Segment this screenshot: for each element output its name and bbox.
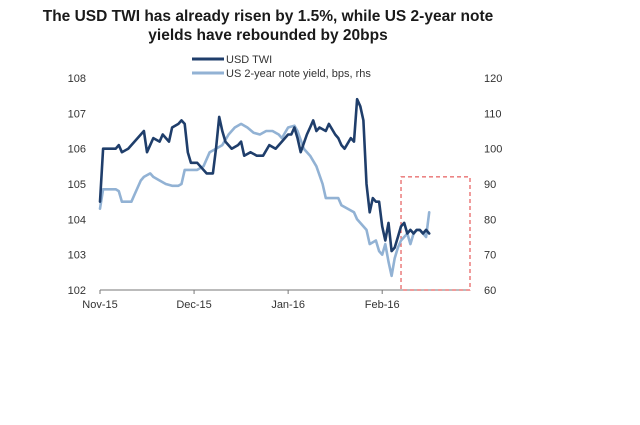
legend-label-yield: US 2-year note yield, bps, rhs <box>226 68 371 80</box>
series-layer <box>98 97 431 278</box>
y-left-tick-label: 105 <box>68 179 86 191</box>
y-left-tick-label: 103 <box>68 250 86 262</box>
y-left-tick-label: 106 <box>68 144 86 156</box>
y-left-tick-label: 104 <box>68 214 86 226</box>
x-tick-label: Nov-15 <box>82 299 117 311</box>
series-line-yield <box>98 122 431 278</box>
y-right-tick-label: 80 <box>484 214 496 226</box>
y-right-tick-label: 120 <box>484 73 502 85</box>
y-right-tick-label: 100 <box>484 144 502 156</box>
y-left-tick-label: 108 <box>68 73 86 85</box>
y-right-tick-label: 110 <box>484 108 502 120</box>
x-tick-label: Dec-15 <box>176 299 211 311</box>
chart-title-line-1: The USD TWI has already risen by 1.5%, w… <box>43 8 494 25</box>
y-right-tick-label: 90 <box>484 179 496 191</box>
y-left-tick-label: 102 <box>68 285 86 297</box>
legend-label-usd-twi: USD TWI <box>226 54 272 66</box>
highlight-box <box>400 176 471 291</box>
x-tick-label: Jan-16 <box>271 299 305 311</box>
legend: USD TWI US 2-year note yield, bps, rhs <box>192 54 371 80</box>
highlight-box-layer <box>400 176 471 291</box>
x-tick-label: Feb-16 <box>365 299 400 311</box>
y-right-tick-label: 60 <box>484 285 496 297</box>
chart-title-line-2: yields have rebounded by 20bps <box>148 27 387 44</box>
y-left-tick-label: 107 <box>68 108 86 120</box>
y-right-tick-label: 70 <box>484 250 496 262</box>
series-line-usd-twi <box>98 97 431 253</box>
axes: 102 103 104 105 106 107 108 60 70 80 90 100 110 120 No… <box>68 73 503 311</box>
